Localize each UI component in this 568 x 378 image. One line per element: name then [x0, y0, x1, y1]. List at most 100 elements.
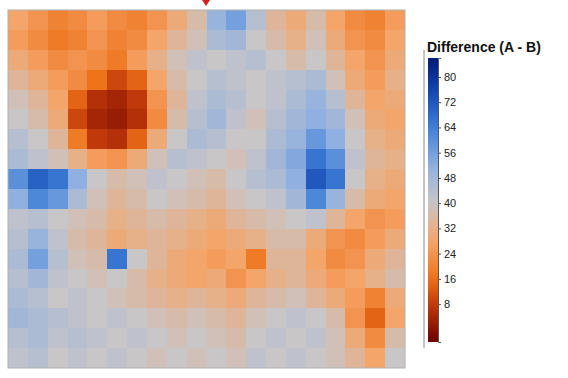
cell [345, 109, 365, 129]
cell [326, 109, 346, 129]
cell [246, 70, 266, 90]
tick-label: 64 [444, 121, 456, 133]
cell [167, 229, 187, 249]
cell [28, 90, 48, 110]
cell [48, 50, 68, 70]
cell [87, 348, 107, 368]
cell [306, 10, 326, 30]
cell [68, 90, 88, 110]
cell [127, 169, 147, 189]
cell [306, 288, 326, 308]
cell [207, 109, 227, 129]
tick-label: 40 [444, 197, 456, 209]
cell [266, 348, 286, 368]
cell [187, 169, 207, 189]
tick: 16 [438, 273, 456, 285]
cell [107, 50, 127, 70]
cell [147, 288, 167, 308]
cell [187, 209, 207, 229]
cell [246, 189, 266, 209]
cell [48, 90, 68, 110]
tick-mark [438, 279, 441, 280]
cell [8, 209, 28, 229]
cell [8, 149, 28, 169]
cell [107, 269, 127, 289]
cell [187, 189, 207, 209]
cell [167, 308, 187, 328]
cell [345, 288, 365, 308]
cell [226, 269, 246, 289]
cell [68, 149, 88, 169]
cell [87, 90, 107, 110]
cell [28, 50, 48, 70]
cell [107, 288, 127, 308]
cell [8, 189, 28, 209]
cell [187, 229, 207, 249]
cell [87, 149, 107, 169]
tick: 72 [438, 96, 456, 108]
cell [365, 70, 385, 90]
cell [28, 149, 48, 169]
cell [365, 149, 385, 169]
cell [385, 129, 405, 149]
cell [187, 129, 207, 149]
cell [226, 50, 246, 70]
cell [207, 209, 227, 229]
cell [286, 169, 306, 189]
cell [187, 50, 207, 70]
cell [147, 70, 167, 90]
cell [365, 249, 385, 269]
cell [266, 169, 286, 189]
cell [266, 308, 286, 328]
cell [365, 328, 385, 348]
cell [87, 269, 107, 289]
cell [48, 30, 68, 50]
cell [286, 249, 306, 269]
cell [8, 50, 28, 70]
cell [127, 109, 147, 129]
cell [226, 30, 246, 50]
cell [8, 328, 28, 348]
chart: 8162432404856647280Difference (A - B) [0, 0, 568, 378]
cell [127, 129, 147, 149]
cell [107, 90, 127, 110]
cell [207, 269, 227, 289]
cell [207, 288, 227, 308]
cell [266, 328, 286, 348]
cell [187, 308, 207, 328]
cell [207, 10, 227, 30]
cell [365, 348, 385, 368]
cell [48, 189, 68, 209]
cell [226, 229, 246, 249]
tick-label: 8 [444, 298, 450, 310]
cell [246, 129, 266, 149]
cell [48, 70, 68, 90]
cell [127, 308, 147, 328]
cell [28, 348, 48, 368]
cell [286, 348, 306, 368]
cell [167, 50, 187, 70]
cell [87, 308, 107, 328]
cell [385, 90, 405, 110]
cell [147, 129, 167, 149]
cell [68, 109, 88, 129]
cell [8, 10, 28, 30]
cell [266, 50, 286, 70]
cell [28, 129, 48, 149]
cell [286, 30, 306, 50]
cell [147, 50, 167, 70]
cell [48, 308, 68, 328]
cell [246, 169, 266, 189]
cell [286, 90, 306, 110]
cell [266, 229, 286, 249]
cell [167, 328, 187, 348]
cell [365, 308, 385, 328]
cell [306, 50, 326, 70]
tick-mark [438, 102, 441, 103]
cell [127, 10, 147, 30]
cell [207, 308, 227, 328]
cell [8, 70, 28, 90]
cell [345, 10, 365, 30]
cell [286, 229, 306, 249]
cell [345, 50, 365, 70]
